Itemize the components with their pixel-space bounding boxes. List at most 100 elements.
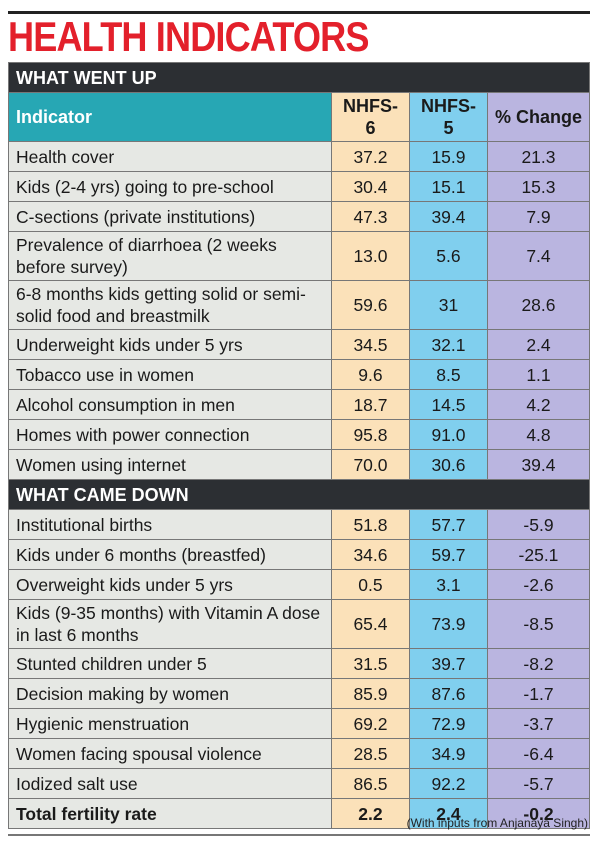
- header-row: Indicator NHFS-6 NHFS-5% Change: [8, 92, 591, 142]
- nhfs5-value: 91.0: [408, 419, 488, 450]
- change-value: 4.8: [486, 419, 591, 450]
- change-value: 15.3: [486, 171, 591, 202]
- data-row: Alcohol consumption in men 18.7 14.5 4.2: [8, 389, 591, 420]
- change-value: -3.7: [486, 708, 591, 739]
- indicator: Overweight kids under 5 yrs: [8, 569, 332, 600]
- indicator: Institutional births: [8, 509, 332, 540]
- indicator: Prevalence of diarrhoea (2 weeks before …: [8, 231, 332, 281]
- section-title: WHAT WENT UP: [8, 62, 590, 93]
- nhfs5-value: 5.6: [408, 231, 488, 281]
- column-header: NHFS-6: [330, 92, 410, 142]
- indicator: Women using internet: [8, 449, 332, 480]
- change-value: 28.6: [486, 280, 591, 330]
- change-value: 4.2: [486, 389, 591, 420]
- indicator: Health cover: [8, 141, 332, 172]
- data-row: Kids under 6 months (breastfed) 34.6 59.7-…: [8, 539, 591, 570]
- nhfs5-value: 73.9: [408, 599, 488, 649]
- data-row: Hygienic menstruation 69.2 72.9 -3.7: [8, 708, 591, 739]
- data-row: Underweight kids under 5 yrs 34.5 32.1 2.4: [8, 329, 591, 360]
- indicator: Tobacco use in women: [8, 359, 332, 390]
- nhfs6-value: 47.3: [330, 201, 410, 232]
- indicator: C-sections (private institutions): [8, 201, 332, 232]
- nhfs6-value: 86.5: [330, 768, 410, 799]
- indicator: Underweight kids under 5 yrs: [8, 329, 332, 360]
- change-value: -2.6: [486, 569, 591, 600]
- data-row: Overweight kids under 5 yrs 0.5 3.1 -2.6: [8, 569, 591, 600]
- section-title: WHAT CAME DOWN: [8, 479, 590, 510]
- change-value: -25.1: [486, 539, 591, 570]
- change-value: -1.7: [486, 678, 591, 709]
- section-row: WHAT CAME DOWN: [8, 479, 590, 510]
- data-row: Total fertility rate 2.2 2.4 -0.2: [8, 798, 591, 829]
- data-row: Kids (9-35 months) with Vitamin A dose i…: [8, 599, 591, 649]
- indicator: Women facing spousal violence: [8, 738, 332, 769]
- change-value: -8.5: [486, 599, 591, 649]
- data-row: Institutional births 51.8 57.7 -5.9: [8, 509, 591, 540]
- nhfs5-value: 87.6: [408, 678, 488, 709]
- nhfs6-value: 59.6: [330, 280, 410, 330]
- nhfs6-value: 30.4: [330, 171, 410, 202]
- nhfs6-value: 28.5: [330, 738, 410, 769]
- nhfs5-value: 14.5: [408, 389, 488, 420]
- bottom-rule: [8, 834, 590, 836]
- nhfs6-value: 85.9: [330, 678, 410, 709]
- change-value: -0.2: [486, 798, 591, 829]
- change-value: 7.4: [486, 231, 591, 281]
- indicator: Kids (2-4 yrs) going to pre-school: [8, 171, 332, 202]
- nhfs6-value: 37.2: [330, 141, 410, 172]
- data-row: 6-8 months kids getting solid or semi-so…: [8, 280, 591, 330]
- nhfs5-value: 32.1: [408, 329, 488, 360]
- top-rule: [8, 11, 590, 14]
- column-header: Indicator: [8, 92, 332, 142]
- nhfs6-value: 51.8: [330, 509, 410, 540]
- nhfs6-value: 18.7: [330, 389, 410, 420]
- nhfs6-value: 69.2: [330, 708, 410, 739]
- nhfs5-value: 15.1: [408, 171, 488, 202]
- nhfs5-value: 59.7: [408, 539, 488, 570]
- nhfs5-value: 72.9: [408, 708, 488, 739]
- nhfs6-value: 31.5: [330, 648, 410, 679]
- data-row: Health cover 37.2 15.9 21.3: [8, 141, 591, 172]
- nhfs6-value: 65.4: [330, 599, 410, 649]
- change-value: 39.4: [486, 449, 591, 480]
- change-value: -6.4: [486, 738, 591, 769]
- nhfs5-value: 8.5: [408, 359, 488, 390]
- nhfs6-value: 70.0: [330, 449, 410, 480]
- change-value: -5.9: [486, 509, 591, 540]
- nhfs6-value: 9.6: [330, 359, 410, 390]
- data-row: Kids (2-4 yrs) going to pre-school 30.4 15…: [8, 171, 591, 202]
- nhfs5-value: 92.2: [408, 768, 488, 799]
- indicator: Iodized salt use: [8, 768, 332, 799]
- section-row: WHAT WENT UP: [8, 62, 590, 93]
- change-value: 21.3: [486, 141, 591, 172]
- indicator: 6-8 months kids getting solid or semi-so…: [8, 280, 332, 330]
- change-value: -5.7: [486, 768, 591, 799]
- data-row: Iodized salt use 86.5 92.2 -5.7: [8, 768, 591, 799]
- column-header: % Change: [486, 92, 591, 142]
- data-row: Prevalence of diarrhoea (2 weeks before …: [8, 231, 591, 281]
- indicator-table: WHAT WENT UP Indicator NHFS-6 NHFS-5% Chang…: [8, 62, 591, 829]
- data-row: Homes with power connection 95.8 91.0 4.8: [8, 419, 591, 450]
- data-row: Women using internet 70.0 30.6 39.4: [8, 449, 591, 480]
- nhfs6-value: 34.6: [330, 539, 410, 570]
- nhfs6-value: 34.5: [330, 329, 410, 360]
- data-row: Women facing spousal violence 28.5 34.9 -6.…: [8, 738, 591, 769]
- nhfs5-value: 57.7: [408, 509, 488, 540]
- indicator: Alcohol consumption in men: [8, 389, 332, 420]
- nhfs6-value: 13.0: [330, 231, 410, 281]
- data-row: C-sections (private institutions) 47.3 39.…: [8, 201, 591, 232]
- nhfs5-value: 39.7: [408, 648, 488, 679]
- nhfs5-value: 31: [408, 280, 488, 330]
- nhfs5-value: 39.4: [408, 201, 488, 232]
- nhfs6-value: 95.8: [330, 419, 410, 450]
- data-row: Tobacco use in women 9.6 8.5 1.1: [8, 359, 591, 390]
- indicator: Stunted children under 5: [8, 648, 332, 679]
- nhfs5-value: 3.1: [408, 569, 488, 600]
- nhfs5-value: 15.9: [408, 141, 488, 172]
- nhfs5-value: 34.9: [408, 738, 488, 769]
- nhfs6-value: 2.2: [330, 798, 410, 829]
- indicator: Decision making by women: [8, 678, 332, 709]
- change-value: 2.4: [486, 329, 591, 360]
